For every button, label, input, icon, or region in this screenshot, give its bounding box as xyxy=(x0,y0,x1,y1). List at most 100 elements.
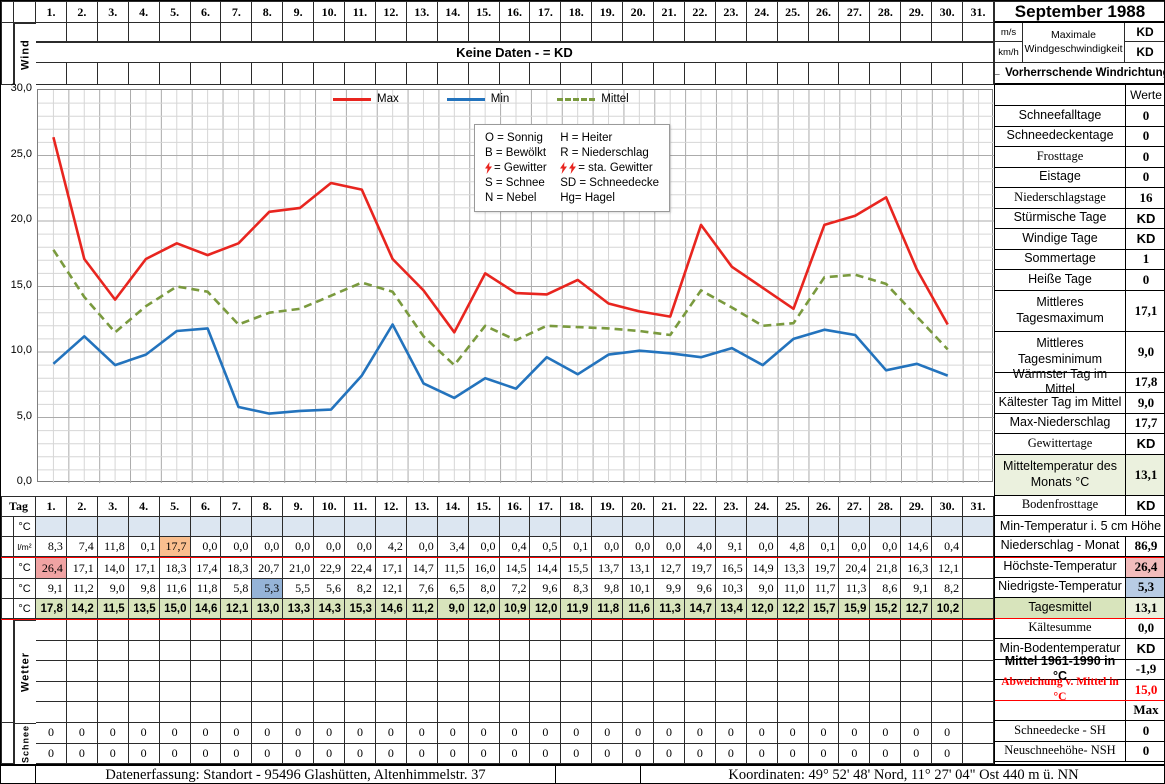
wetter-cell[interactable] xyxy=(283,640,315,662)
sidebar-label[interactable]: Wärmster Tag im Mittel xyxy=(995,367,1126,396)
wetter-cell[interactable] xyxy=(283,661,315,682)
wetter-cell[interactable] xyxy=(406,661,438,682)
tmax-cell[interactable]: 12,1 xyxy=(932,558,964,579)
wetter-cell[interactable] xyxy=(623,640,655,662)
wetter-cell[interactable] xyxy=(128,681,160,703)
day-header-cell[interactable]: 18. xyxy=(561,1,593,23)
tmean-cell[interactable]: 13,5 xyxy=(128,599,160,619)
precip-cell[interactable]: 0,4 xyxy=(499,537,531,557)
sidebar-label[interactable]: Schneefalltage xyxy=(995,106,1126,126)
wetter-cell[interactable] xyxy=(283,702,315,723)
tmean-cell[interactable]: 12,0 xyxy=(468,599,500,619)
wind-empty-cell[interactable] xyxy=(406,63,438,85)
wind-empty-cell[interactable] xyxy=(684,23,716,42)
schnee-cell[interactable]: 0 xyxy=(190,743,222,764)
tmin-cell[interactable]: 6,5 xyxy=(437,579,469,599)
wind-empty-cell[interactable] xyxy=(561,23,593,42)
unit-cell-precip[interactable]: l/m² xyxy=(14,537,36,557)
schnee-gutter[interactable] xyxy=(1,723,14,764)
wind-empty-cell[interactable] xyxy=(839,23,871,42)
min5cm-cell[interactable] xyxy=(901,517,933,537)
schnee-cell[interactable]: 0 xyxy=(808,723,840,744)
tmax-cell[interactable]: 19,7 xyxy=(684,558,716,579)
schnee-cell[interactable]: 0 xyxy=(406,743,438,764)
tmax-cell[interactable]: 18,3 xyxy=(221,558,253,579)
wetter-cell[interactable] xyxy=(499,620,531,641)
wetter-cell[interactable] xyxy=(345,640,376,662)
sidebar-value[interactable]: 0 xyxy=(1142,722,1150,738)
sidebar-label[interactable]: Mittleres Tagesminimum xyxy=(995,331,1126,372)
wetter-cell[interactable] xyxy=(592,681,624,703)
min5cm-cell[interactable] xyxy=(499,517,531,537)
wetter-cell[interactable] xyxy=(963,640,994,662)
wetter-cell[interactable] xyxy=(375,681,407,703)
tmean-cell[interactable]: 11,2 xyxy=(406,599,438,619)
wetter-cell[interactable] xyxy=(684,661,716,682)
schnee-cell[interactable]: 0 xyxy=(345,723,376,744)
sidebar-value[interactable]: 0 xyxy=(1142,107,1150,123)
wetter-cell[interactable] xyxy=(468,620,500,641)
tmax-cell[interactable]: 16,0 xyxy=(468,558,500,579)
day-header-cell[interactable]: 16. xyxy=(499,1,531,23)
precip-cell[interactable] xyxy=(963,537,994,557)
tmean-cell[interactable]: 12,2 xyxy=(777,599,809,619)
wetter-cell[interactable] xyxy=(530,661,562,682)
sidebar-label[interactable]: Niederschlag - Monat xyxy=(995,536,1126,556)
wetter-cell[interactable] xyxy=(375,702,407,723)
wetter-cell[interactable] xyxy=(654,702,685,723)
tmean-cell[interactable]: 12,0 xyxy=(746,599,778,619)
min5cm-cell[interactable] xyxy=(345,517,376,537)
wind-empty-cell[interactable] xyxy=(654,23,685,42)
tmin-cell[interactable]: 8,2 xyxy=(345,579,376,599)
tmin-cell[interactable]: 9,9 xyxy=(654,579,685,599)
precip-cell[interactable]: 0,1 xyxy=(128,537,160,557)
sidebar-value[interactable]: 16 xyxy=(1139,189,1153,205)
wind-empty-cell[interactable] xyxy=(437,23,469,42)
wetter-cell[interactable] xyxy=(345,620,376,641)
sidebar-value[interactable]: 0 xyxy=(1142,169,1150,185)
wetter-cell[interactable] xyxy=(66,661,98,682)
wetter-cell[interactable] xyxy=(159,702,191,723)
wetter-cell[interactable] xyxy=(901,681,933,703)
wetter-cell[interactable] xyxy=(777,681,809,703)
wind-empty-cell[interactable] xyxy=(375,23,407,42)
wind-empty-cell[interactable] xyxy=(746,63,778,85)
wetter-cell[interactable] xyxy=(406,681,438,703)
wind-empty-cell[interactable] xyxy=(314,63,346,85)
wetter-cell[interactable] xyxy=(66,702,98,723)
wetter-cell[interactable] xyxy=(777,661,809,682)
schnee-cell[interactable]: 0 xyxy=(623,743,655,764)
sidebar-value[interactable]: KD xyxy=(1136,436,1156,452)
schnee-cell[interactable] xyxy=(963,743,994,764)
wind-empty-cell[interactable] xyxy=(468,23,500,42)
day-header-cell[interactable]: 22. xyxy=(684,1,716,23)
tmean-cell[interactable]: 13,0 xyxy=(252,599,284,619)
wetter-cell[interactable] xyxy=(36,620,67,641)
wind-empty-cell[interactable] xyxy=(777,63,809,85)
min5cm-cell[interactable] xyxy=(808,517,840,537)
wind-empty-cell[interactable] xyxy=(159,23,191,42)
precip-cell[interactable]: 0,0 xyxy=(283,537,315,557)
schnee-cell[interactable]: 0 xyxy=(221,743,253,764)
tag-day-cell[interactable]: 19. xyxy=(592,496,624,517)
tmax-cell[interactable]: 14,4 xyxy=(530,558,562,579)
wetter-cell[interactable] xyxy=(530,681,562,703)
tmean-cell[interactable]: 14,2 xyxy=(66,599,98,619)
wind-empty-cell[interactable] xyxy=(128,23,160,42)
min5cm-cell[interactable] xyxy=(715,517,747,537)
wind-empty-cell[interactable] xyxy=(963,63,994,85)
wetter-cell[interactable] xyxy=(715,661,747,682)
wetter-gutter[interactable] xyxy=(1,620,14,723)
wetter-cell[interactable] xyxy=(870,681,902,703)
wind-empty-cell[interactable] xyxy=(530,63,562,85)
min5cm-cell[interactable] xyxy=(221,517,253,537)
wetter-cell[interactable] xyxy=(746,661,778,682)
tag-label-cell[interactable]: Tag xyxy=(1,496,36,517)
schnee-cell[interactable]: 0 xyxy=(252,723,284,744)
day-header-cell[interactable]: 15. xyxy=(468,1,500,23)
precip-cell[interactable]: 0,0 xyxy=(592,537,624,557)
day-header-cell[interactable]: 5. xyxy=(159,1,191,23)
sidebar-value[interactable]: 13,1 xyxy=(1126,454,1164,495)
tmin-cell[interactable]: 8,6 xyxy=(870,579,902,599)
sidebar-label[interactable]: Niedrigste-Temperatur xyxy=(995,577,1126,597)
